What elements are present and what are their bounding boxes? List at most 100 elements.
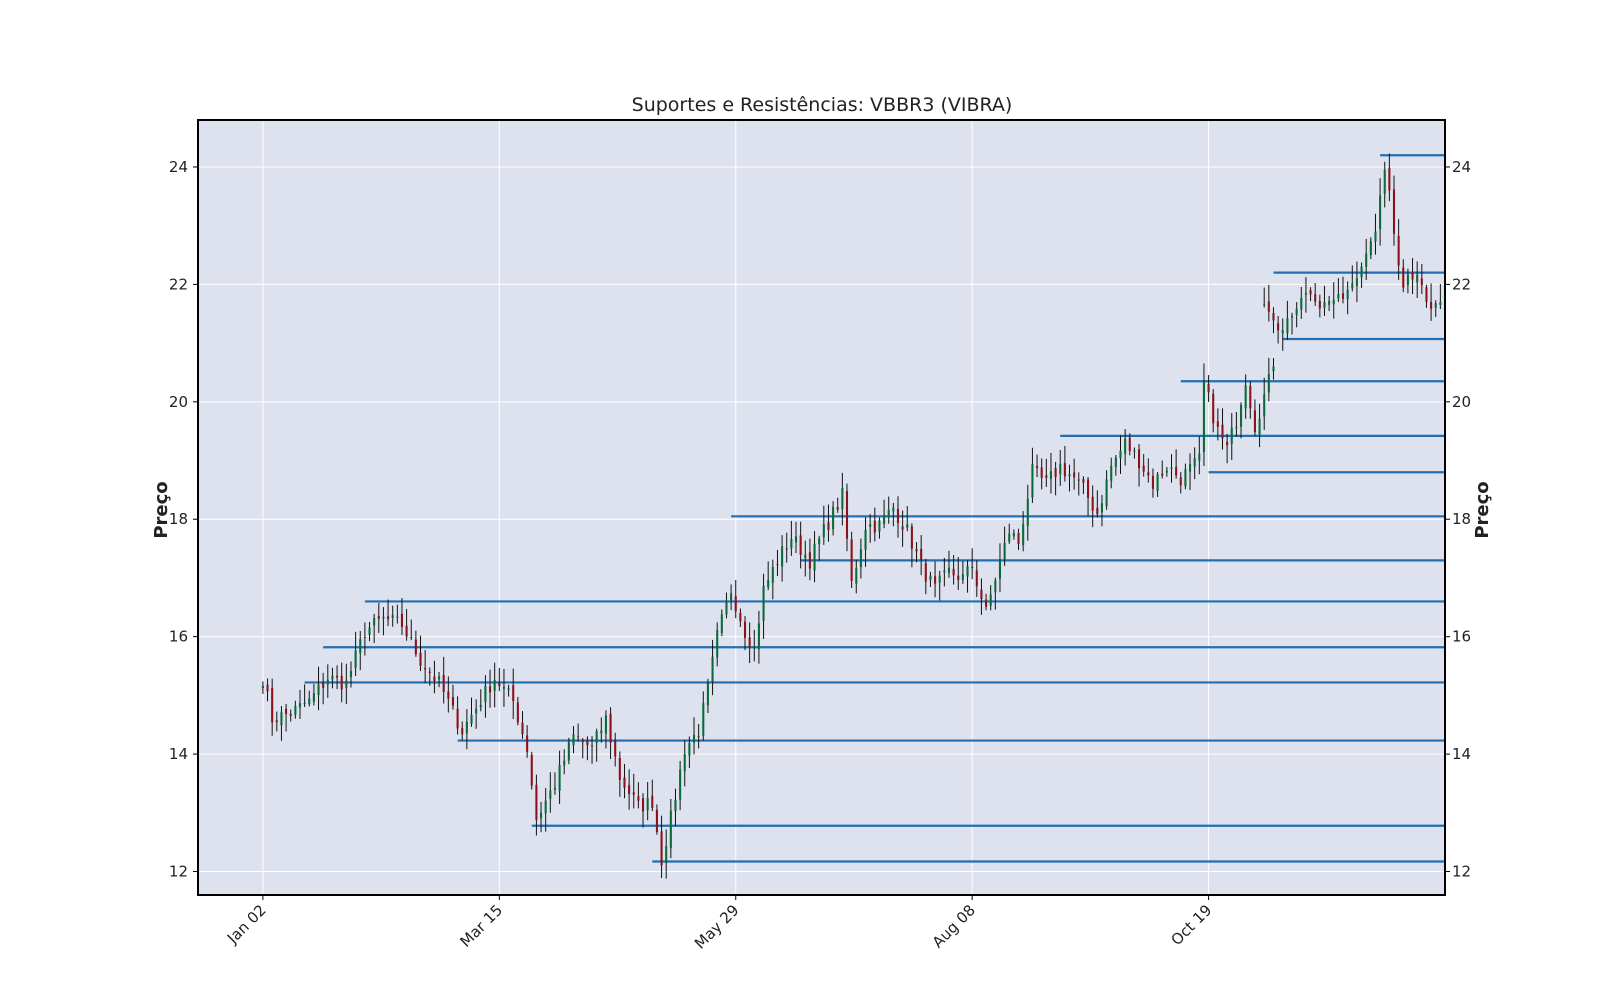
candle-body xyxy=(961,574,964,580)
candle-body xyxy=(841,488,844,510)
candle-body xyxy=(688,743,691,756)
candle-body xyxy=(581,740,584,743)
y-tick-label-left: 14 xyxy=(169,745,188,763)
candle-body xyxy=(985,599,988,607)
candle-body xyxy=(1304,292,1307,295)
candle-body xyxy=(567,742,570,761)
candle-body xyxy=(938,575,941,583)
candle-body xyxy=(275,720,278,723)
candle-body xyxy=(743,621,747,638)
candle-body xyxy=(646,797,649,811)
candle-body xyxy=(1235,427,1238,429)
candle-body xyxy=(308,698,311,705)
candle-body xyxy=(303,703,306,705)
candle-body xyxy=(1239,404,1243,427)
candle-body xyxy=(1244,385,1247,409)
candle-body xyxy=(998,560,1002,579)
candle-body xyxy=(1003,542,1006,560)
candle-body xyxy=(632,792,635,795)
candle-body xyxy=(692,734,696,743)
candle-body xyxy=(660,831,663,866)
candle-body xyxy=(1198,453,1201,461)
candle-body xyxy=(539,812,543,819)
candle-body xyxy=(674,799,677,812)
candle-body xyxy=(461,727,464,735)
candle-body xyxy=(1346,289,1349,300)
candle-body xyxy=(465,721,468,734)
candle-body xyxy=(549,790,552,799)
x-tick-label: Aug 08 xyxy=(929,901,979,951)
candle-body xyxy=(785,548,788,550)
candle-body xyxy=(331,675,334,680)
y-tick-label-right: 22 xyxy=(1452,275,1471,293)
candle-body xyxy=(349,670,353,678)
candle-body xyxy=(790,538,793,549)
candle-body xyxy=(1300,297,1303,310)
candle-body xyxy=(716,630,719,658)
y-tick-label-right: 18 xyxy=(1452,510,1471,528)
candle-body xyxy=(873,520,876,533)
candle-body xyxy=(804,554,807,559)
candle-body xyxy=(1323,302,1326,308)
candle-body xyxy=(896,508,900,524)
candle-body xyxy=(442,674,445,693)
candle-body xyxy=(502,686,505,689)
candle-body xyxy=(1267,373,1270,393)
candle-body xyxy=(1253,410,1256,433)
candle-body xyxy=(266,684,269,692)
candle-body xyxy=(1411,271,1414,280)
y-tick-label-left: 20 xyxy=(169,393,188,411)
candle-body xyxy=(521,722,524,735)
candle-body xyxy=(544,800,547,814)
candle-body xyxy=(878,520,881,532)
candle-body xyxy=(1161,473,1164,476)
candle-body xyxy=(725,601,728,615)
candle-body xyxy=(1425,287,1428,302)
candle-body xyxy=(1012,533,1015,537)
candle-body xyxy=(1374,231,1377,242)
candle-body xyxy=(1096,507,1099,515)
candle-body xyxy=(526,735,529,752)
candle-body xyxy=(451,697,455,706)
candle-body xyxy=(475,708,478,714)
candle-body xyxy=(1341,293,1345,299)
candle-body xyxy=(1263,303,1266,305)
candle-body xyxy=(929,575,932,580)
candle-body xyxy=(1110,466,1113,481)
candle-body xyxy=(628,785,631,795)
candle-body xyxy=(1369,240,1372,256)
candle-body xyxy=(289,713,292,716)
candle-body xyxy=(298,702,302,708)
x-tick-label: Jan 02 xyxy=(223,901,270,948)
candle-body xyxy=(832,506,835,530)
candle-body xyxy=(1337,294,1340,299)
candle-body xyxy=(391,615,394,618)
candle-body xyxy=(428,671,431,674)
candle-body xyxy=(915,548,918,552)
candle-body xyxy=(1128,437,1131,452)
candle-body xyxy=(484,685,487,702)
candle-body xyxy=(957,575,960,581)
candle-body xyxy=(730,593,733,601)
grid xyxy=(198,120,1445,895)
candle-body xyxy=(739,612,742,622)
candle-body xyxy=(794,536,798,543)
candle-body xyxy=(762,585,765,621)
candle-body xyxy=(1156,474,1159,492)
candle-body xyxy=(1147,472,1150,476)
candle-body xyxy=(1151,475,1154,489)
candle-body xyxy=(1124,438,1127,454)
candle-body xyxy=(285,708,288,714)
candle-body xyxy=(400,613,404,628)
candle-body xyxy=(966,565,969,577)
y-tick-label-left: 24 xyxy=(169,158,188,176)
candle-body xyxy=(1383,169,1386,194)
candle-body xyxy=(489,686,492,693)
x-tick-label: Mar 15 xyxy=(457,901,507,951)
candle-body xyxy=(577,736,580,738)
candle-body xyxy=(424,667,427,670)
candle-body xyxy=(618,757,621,781)
candle-body xyxy=(1202,381,1205,453)
plot-background xyxy=(198,120,1445,895)
